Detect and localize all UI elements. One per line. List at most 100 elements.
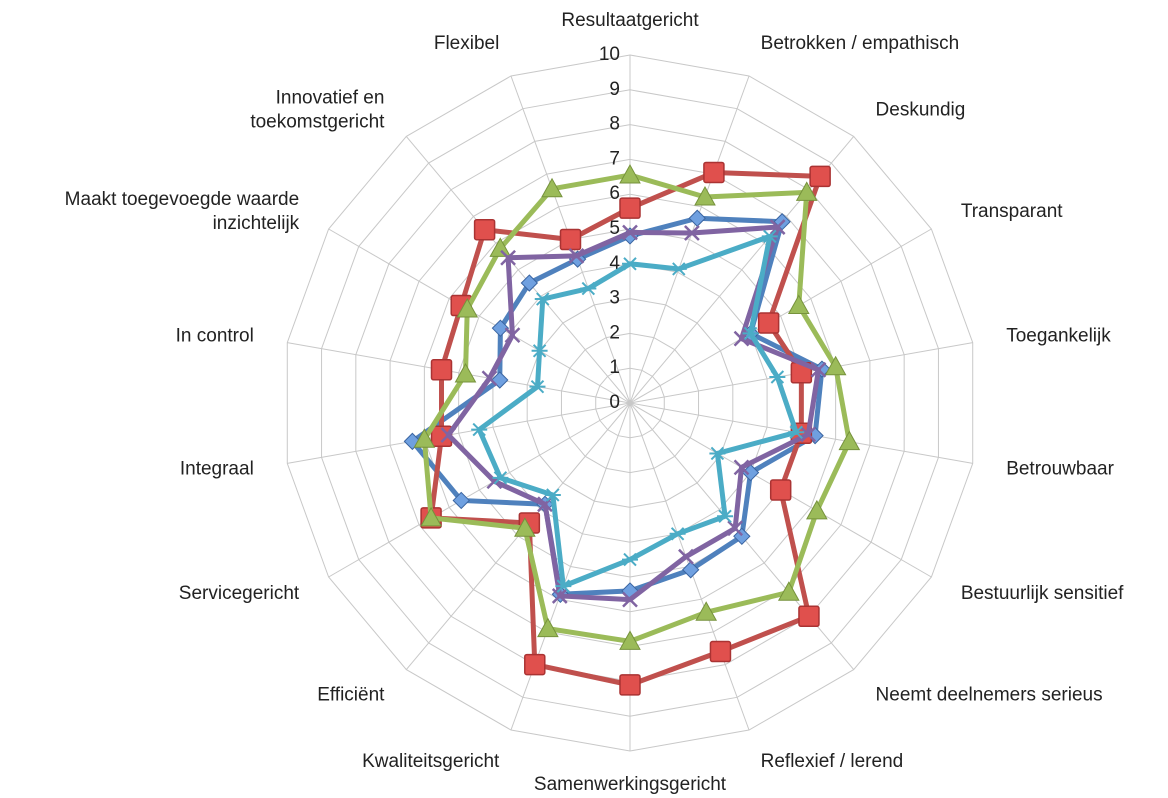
spoke bbox=[629, 75, 750, 404]
marker bbox=[537, 617, 559, 638]
marker bbox=[619, 164, 641, 184]
category-label: Deskundig bbox=[876, 99, 966, 120]
category-label: Servicegericht bbox=[179, 583, 300, 604]
marker bbox=[670, 262, 687, 276]
spoke bbox=[328, 228, 631, 404]
marker bbox=[489, 237, 512, 257]
marker bbox=[473, 218, 496, 241]
marker bbox=[568, 247, 585, 264]
marker bbox=[456, 298, 479, 318]
category-label-line: Integraal bbox=[180, 458, 254, 479]
category-label: Betrouwbaar bbox=[1006, 458, 1114, 479]
r-tick-label: 2 bbox=[609, 322, 620, 343]
marker bbox=[492, 471, 509, 485]
marker bbox=[622, 552, 638, 567]
category-label: Neemt deelnemers serieus bbox=[876, 685, 1103, 706]
marker bbox=[806, 499, 828, 520]
category-label-line: Innovatief en bbox=[276, 87, 385, 108]
spoke bbox=[510, 402, 631, 731]
r-tick-label: 9 bbox=[609, 79, 620, 100]
marker bbox=[514, 517, 536, 537]
category-label-line: Transparant bbox=[961, 201, 1063, 222]
category-label-line: Neemt deelnemers serieus bbox=[876, 685, 1103, 706]
category-label: Transparant bbox=[961, 201, 1063, 222]
marker bbox=[769, 219, 786, 235]
marker bbox=[619, 674, 641, 696]
category-label-line: inzichtelijk bbox=[213, 213, 300, 234]
r-tick-label: 6 bbox=[609, 183, 620, 204]
category-label-line: Maakt toegevoegde waarde bbox=[65, 189, 300, 210]
marker bbox=[777, 581, 800, 601]
marker bbox=[709, 446, 726, 461]
category-label: Efficiënt bbox=[317, 685, 385, 706]
category-label: Maakt toegevoegde waarde inzichtelijk bbox=[65, 189, 300, 234]
r-tick-label: 0 bbox=[609, 392, 620, 413]
marker bbox=[500, 249, 516, 266]
r-tick-label: 4 bbox=[609, 253, 620, 274]
marker bbox=[622, 224, 638, 241]
category-label-line: Deskundig bbox=[876, 99, 966, 120]
marker bbox=[688, 209, 706, 227]
category-label: Flexibel bbox=[434, 33, 499, 54]
marker bbox=[757, 312, 780, 334]
marker bbox=[809, 165, 831, 188]
marker bbox=[769, 479, 792, 501]
category-label: Samenwerkingsgericht bbox=[534, 774, 727, 795]
category-label: Kwaliteitsgericht bbox=[362, 751, 500, 772]
category-label: Innovatief en toekomstgericht bbox=[250, 87, 385, 132]
category-label-line: In control bbox=[176, 326, 254, 347]
r-tick-label: 8 bbox=[609, 114, 620, 135]
r-tick-label: 3 bbox=[609, 288, 620, 309]
marker bbox=[541, 177, 563, 198]
category-label-line: Efficiënt bbox=[317, 685, 385, 706]
marker bbox=[769, 370, 786, 384]
category-label-line: toekomstgericht bbox=[250, 111, 385, 132]
category-label: Bestuurlijk sensitief bbox=[961, 583, 1124, 604]
marker bbox=[534, 292, 551, 306]
category-label-line: Betrokken / empathisch bbox=[761, 33, 960, 54]
category-label: Toegankelijk bbox=[1006, 326, 1111, 347]
marker bbox=[798, 605, 820, 628]
category-label-line: Servicegericht bbox=[179, 583, 300, 604]
marker bbox=[452, 491, 470, 510]
marker bbox=[669, 527, 686, 541]
marker bbox=[695, 601, 718, 621]
spoke bbox=[287, 342, 631, 404]
marker bbox=[800, 426, 817, 443]
category-label-line: Betrouwbaar bbox=[1006, 458, 1114, 479]
category-label: In control bbox=[176, 326, 254, 347]
marker bbox=[824, 355, 847, 376]
marker bbox=[471, 422, 488, 437]
marker bbox=[787, 294, 810, 315]
r-tick-label: 10 bbox=[599, 44, 620, 65]
category-label-line: Reflexief / lerend bbox=[761, 751, 904, 772]
marker bbox=[440, 427, 457, 443]
category-label-line: Kwaliteitsgericht bbox=[362, 751, 500, 772]
marker bbox=[717, 509, 734, 524]
r-tick-label: 1 bbox=[609, 357, 620, 378]
series-line bbox=[428, 169, 823, 688]
marker bbox=[420, 506, 442, 527]
category-label: Integraal bbox=[180, 458, 254, 479]
marker bbox=[810, 361, 827, 378]
category-label: Betrokken / empathisch bbox=[761, 33, 960, 54]
marker bbox=[555, 579, 572, 593]
category-label-line: Flexibel bbox=[434, 33, 499, 54]
marker bbox=[491, 319, 510, 337]
marker bbox=[524, 653, 546, 676]
category-label-line: Resultaatgericht bbox=[561, 10, 699, 31]
category-label-line: Toegankelijk bbox=[1006, 326, 1111, 347]
marker bbox=[694, 185, 716, 206]
marker bbox=[454, 362, 477, 383]
spoke bbox=[629, 228, 932, 404]
marker bbox=[703, 161, 725, 184]
marker bbox=[529, 379, 546, 394]
spoke bbox=[405, 136, 631, 404]
marker bbox=[684, 225, 700, 241]
marker bbox=[537, 496, 553, 513]
category-label: Resultaatgericht bbox=[561, 10, 699, 31]
marker bbox=[678, 548, 694, 565]
r-tick-label: 5 bbox=[609, 218, 620, 239]
marker bbox=[531, 344, 548, 358]
